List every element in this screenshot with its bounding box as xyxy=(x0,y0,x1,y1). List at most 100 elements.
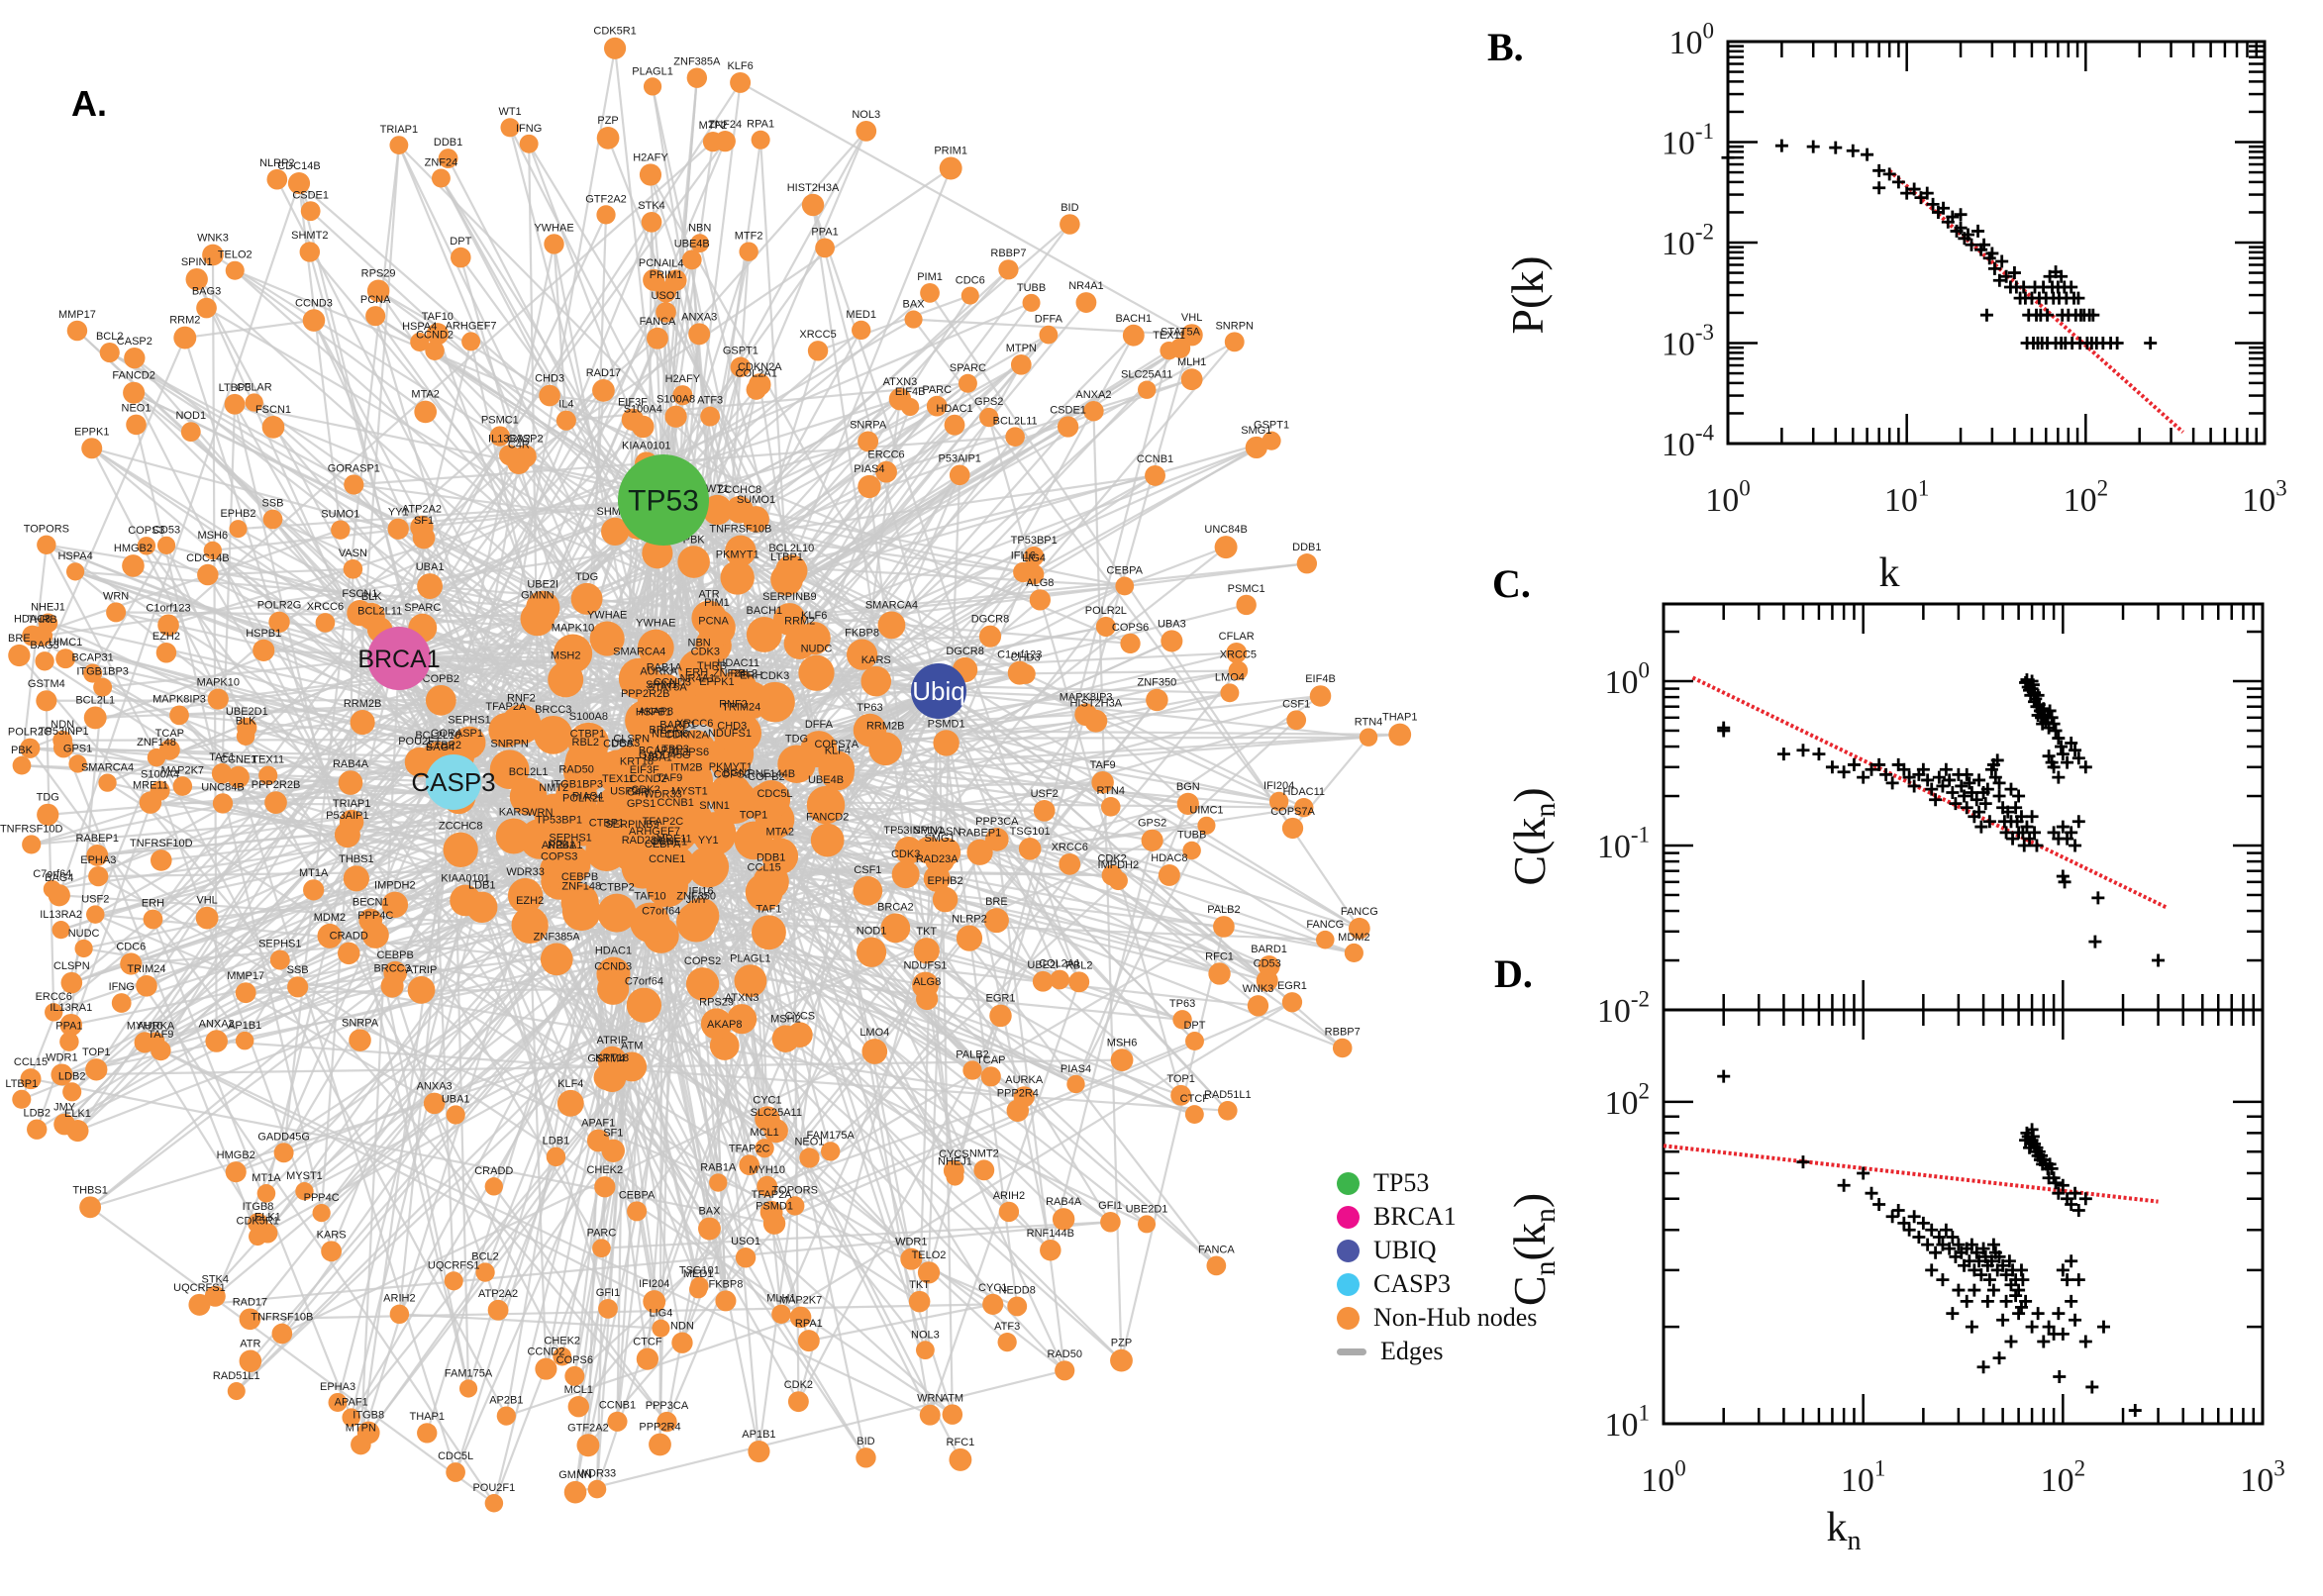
svg-text:TDG: TDG xyxy=(37,792,59,804)
axis-ticks xyxy=(1662,1010,2265,1426)
svg-text:SPIN1: SPIN1 xyxy=(181,256,213,268)
svg-text:TKT: TKT xyxy=(916,926,937,938)
svg-text:CCNE1: CCNE1 xyxy=(649,853,685,865)
svg-text:10-1: 10-1 xyxy=(1597,823,1650,865)
svg-text:CSF1: CSF1 xyxy=(854,864,881,876)
svg-text:ALG8: ALG8 xyxy=(1026,577,1054,589)
svg-text:ANXA3: ANXA3 xyxy=(417,1081,453,1093)
svg-text:LDB1: LDB1 xyxy=(543,1136,570,1147)
y-axis-title: Cn(kn) xyxy=(1504,1193,1562,1306)
hub-node-tp53 xyxy=(618,454,709,546)
svg-text:RNF2: RNF2 xyxy=(719,698,748,710)
svg-text:HSPB1: HSPB1 xyxy=(246,628,281,640)
svg-text:GORASP1: GORASP1 xyxy=(328,462,380,474)
svg-text:CDKN2A: CDKN2A xyxy=(738,361,782,373)
svg-text:MT1A: MT1A xyxy=(252,1172,281,1184)
svg-text:CCNE1: CCNE1 xyxy=(651,836,687,848)
svg-text:TNFRSF10D: TNFRSF10D xyxy=(0,823,63,835)
svg-text:WRN: WRN xyxy=(917,1393,943,1405)
svg-text:POLR2L: POLR2L xyxy=(562,793,604,805)
svg-text:RBL2: RBL2 xyxy=(731,668,758,680)
svg-text:FANCA: FANCA xyxy=(640,316,676,328)
svg-text:COPB2: COPB2 xyxy=(423,673,459,685)
svg-text:DGCR8: DGCR8 xyxy=(946,646,984,657)
svg-text:AKAP8: AKAP8 xyxy=(707,1019,742,1031)
svg-text:NDUFS1: NDUFS1 xyxy=(903,960,947,972)
svg-text:VHL: VHL xyxy=(196,895,217,907)
svg-text:BACH1: BACH1 xyxy=(746,605,782,617)
svg-text:CDK2: CDK2 xyxy=(784,1379,813,1391)
svg-text:CHD3: CHD3 xyxy=(717,720,747,732)
svg-text:BAG3: BAG3 xyxy=(192,286,221,298)
svg-text:NMT2: NMT2 xyxy=(969,1147,999,1159)
svg-text:STAT5A: STAT5A xyxy=(1161,326,1201,338)
svg-text:USF2: USF2 xyxy=(1031,788,1059,800)
svg-text:TFAP2C: TFAP2C xyxy=(643,816,684,828)
svg-text:MTA2: MTA2 xyxy=(411,389,440,401)
legend-label-ubiq: UBIQ xyxy=(1373,1236,1437,1264)
nodes-layer xyxy=(8,37,1412,1513)
svg-text:KIAA0101: KIAA0101 xyxy=(441,873,490,885)
svg-text:CDK2: CDK2 xyxy=(631,784,659,796)
svg-text:SUMO1: SUMO1 xyxy=(737,494,775,506)
svg-text:YY1: YY1 xyxy=(388,507,409,519)
svg-text:WDR33: WDR33 xyxy=(644,788,682,800)
svg-text:HIST2H3A: HIST2H3A xyxy=(1069,698,1122,710)
svg-text:CCNB1: CCNB1 xyxy=(1137,453,1173,465)
svg-text:KRT18: KRT18 xyxy=(595,1052,629,1064)
svg-text:NOL3: NOL3 xyxy=(911,1329,940,1341)
svg-text:CHD3: CHD3 xyxy=(1011,652,1041,664)
svg-text:JMY: JMY xyxy=(686,894,709,906)
svg-text:SPARC: SPARC xyxy=(950,362,986,374)
svg-text:AP2B1: AP2B1 xyxy=(542,840,575,851)
svg-text:C7orf64: C7orf64 xyxy=(625,976,663,988)
svg-text:MLH1: MLH1 xyxy=(766,1293,795,1305)
svg-text:TRIM24: TRIM24 xyxy=(127,963,165,975)
svg-text:XRCC6: XRCC6 xyxy=(1052,842,1088,853)
svg-text:CTBP1: CTBP1 xyxy=(589,818,624,830)
svg-text:PPA1: PPA1 xyxy=(811,226,838,238)
svg-text:IL13RA2: IL13RA2 xyxy=(488,433,531,445)
svg-text:100: 100 xyxy=(1705,476,1751,519)
svg-text:USO1: USO1 xyxy=(652,290,681,302)
svg-text:UBA1: UBA1 xyxy=(644,751,672,763)
svg-text:RPS29: RPS29 xyxy=(699,996,734,1008)
y-axis-title: P(k) xyxy=(1502,255,1553,334)
svg-text:102: 102 xyxy=(1605,1079,1651,1122)
svg-text:MTPN: MTPN xyxy=(1006,343,1037,354)
svg-text:ITGB1BP3: ITGB1BP3 xyxy=(76,666,129,678)
svg-text:101: 101 xyxy=(1605,1401,1651,1444)
svg-text:ATR: ATR xyxy=(240,1338,260,1349)
svg-text:UBE4B: UBE4B xyxy=(808,774,844,786)
svg-text:GADD45G: GADD45G xyxy=(257,1131,310,1143)
svg-text:AP2B1: AP2B1 xyxy=(489,1394,523,1406)
svg-text:CDC5L: CDC5L xyxy=(438,1450,473,1462)
svg-text:RAB1A: RAB1A xyxy=(647,661,683,673)
svg-text:POU2F1: POU2F1 xyxy=(472,1482,515,1494)
svg-text:BCL2: BCL2 xyxy=(96,331,124,343)
svg-text:HIST2H3A: HIST2H3A xyxy=(787,182,840,194)
svg-text:BID: BID xyxy=(1060,202,1078,214)
svg-text:WRN: WRN xyxy=(527,807,553,819)
hub-node-ubiq xyxy=(911,663,966,719)
svg-text:BRCA2: BRCA2 xyxy=(877,902,914,914)
svg-text:CCNE1: CCNE1 xyxy=(220,754,256,766)
svg-text:FANCG: FANCG xyxy=(1341,906,1378,918)
svg-text:MYH10: MYH10 xyxy=(749,1164,785,1176)
svg-text:RBL2: RBL2 xyxy=(572,737,600,748)
svg-text:UQCRFS1: UQCRFS1 xyxy=(173,1282,226,1294)
svg-text:UBE2I: UBE2I xyxy=(527,579,558,591)
svg-text:SEPHS1: SEPHS1 xyxy=(448,715,490,727)
svg-text:ANXA2: ANXA2 xyxy=(199,1018,235,1030)
svg-text:CSDE1: CSDE1 xyxy=(292,189,329,201)
svg-text:COPS2: COPS2 xyxy=(714,768,751,780)
svg-text:HDAC8: HDAC8 xyxy=(14,614,50,626)
svg-text:LIG4: LIG4 xyxy=(650,1308,673,1320)
legend-label-nonhub: Non-Hub nodes xyxy=(1373,1303,1538,1332)
svg-text:ATM: ATM xyxy=(621,1040,643,1051)
svg-text:EZH2: EZH2 xyxy=(516,895,544,907)
svg-text:KARS: KARS xyxy=(317,1229,347,1241)
svg-text:RBL2: RBL2 xyxy=(1065,959,1093,971)
svg-text:AURKA: AURKA xyxy=(640,665,678,677)
svg-text:FAM175A: FAM175A xyxy=(807,1130,856,1142)
